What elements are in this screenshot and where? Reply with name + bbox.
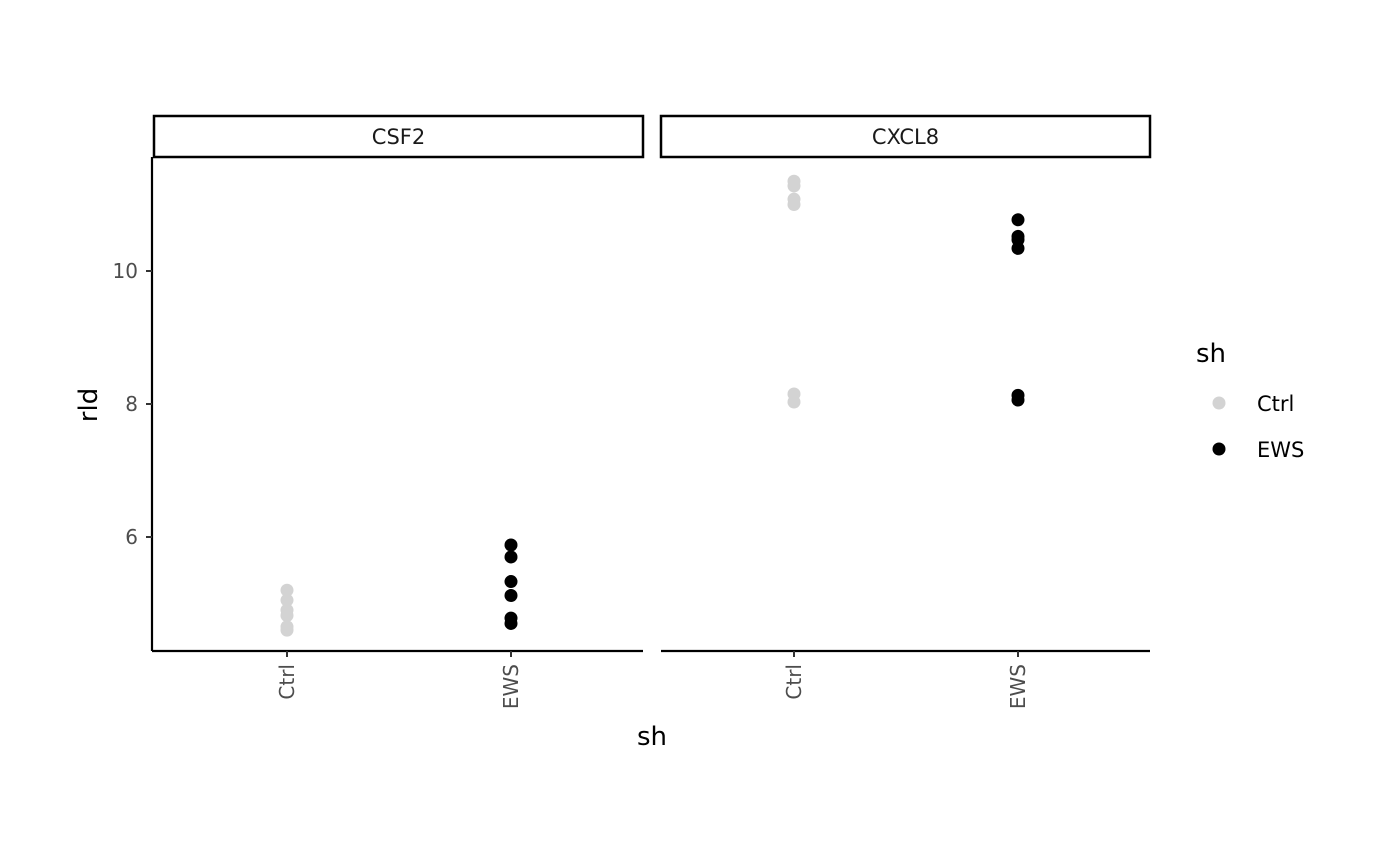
data-point-csf2-ews — [504, 575, 518, 589]
data-points — [280, 174, 1025, 637]
x-tick-label: EWS — [499, 664, 523, 709]
data-point-csf2-ews — [504, 616, 518, 630]
y-tick-label: 8 — [125, 392, 138, 416]
facet-strip-csf2: CSF2 — [152, 114, 645, 159]
x-axis-ticks: Ctrl EWS Ctrl EWS — [275, 651, 1030, 709]
facet-strip-cxcl8: CXCL8 — [659, 114, 1152, 159]
y-axis-ticks: 6 8 10 — [113, 259, 152, 549]
legend-label-ctrl: Ctrl — [1257, 392, 1294, 416]
data-point-csf2-ctrl — [280, 608, 294, 622]
y-tick-label: 6 — [125, 525, 138, 549]
y-tick-label: 10 — [113, 259, 138, 283]
data-point-cxcl8-ctrl — [787, 198, 801, 211]
data-point-cxcl8-ews — [1011, 393, 1025, 407]
legend-key-ctrl — [1212, 396, 1226, 410]
legend-title: sh — [1196, 339, 1226, 369]
data-point-csf2-ctrl — [280, 623, 294, 637]
x-tick-label: EWS — [1006, 664, 1030, 709]
facet-label-cxcl8: CXCL8 — [872, 125, 939, 149]
data-point-cxcl8-ews — [1011, 241, 1025, 255]
legend-label-ews: EWS — [1257, 438, 1304, 462]
legend: sh Ctrl EWS — [1196, 339, 1304, 462]
data-point-cxcl8-ctrl — [787, 179, 801, 193]
x-tick-label: Ctrl — [275, 664, 299, 700]
legend-key-ews — [1212, 442, 1226, 456]
data-point-cxcl8-ctrl — [787, 395, 801, 409]
x-axis-title: sh — [637, 722, 667, 752]
data-point-csf2-ews — [504, 538, 518, 552]
data-point-csf2-ctrl — [280, 583, 294, 597]
y-axis-title: rld — [74, 388, 104, 422]
data-point-csf2-ews — [504, 589, 518, 603]
data-point-csf2-ews — [504, 550, 518, 564]
data-point-csf2-ctrl — [280, 593, 294, 607]
data-point-cxcl8-ews — [1011, 213, 1025, 227]
facet-label-csf2: CSF2 — [372, 125, 425, 149]
x-tick-label: Ctrl — [782, 664, 806, 700]
